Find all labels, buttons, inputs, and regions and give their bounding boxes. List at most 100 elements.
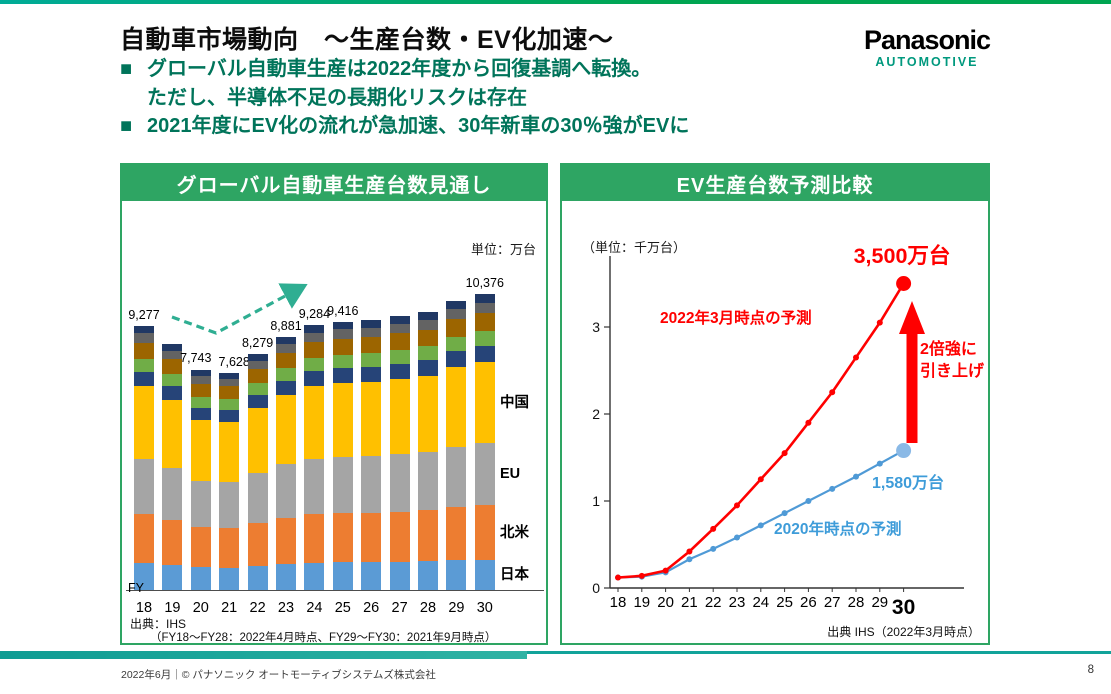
segment-eu [332,456,353,514]
segment-north-america [418,510,438,562]
segment-japan [162,564,183,590]
segment-north-america [276,517,296,564]
segment-other-1 [247,395,268,409]
segment-japan [276,563,296,590]
segment-other-3 [276,353,296,369]
segment-china [219,422,240,483]
segment-china [304,385,325,459]
segment-eu [247,473,268,523]
bar-fy27 [389,315,410,590]
segment-japan [304,562,325,590]
x-tick-label: 23 [729,594,746,611]
segment-north-america [134,514,154,563]
forecast-2020-point [757,522,764,529]
production-panel-body: 単位：万台 9,277 18 19 7,743 20 7,628 21 8,279 22 8,88… [122,201,546,644]
segment-other-2 [247,383,268,396]
bar-fy30 [474,294,495,590]
x-tick-label: 28 [419,600,437,616]
bar-fy25 [332,321,353,590]
y-tick-label: 1 [592,493,600,509]
x-tick-label: 26 [800,594,817,611]
x-tick-label: 20 [192,600,209,616]
segment-other-5 [219,372,240,379]
forecast-2022-point [662,567,669,574]
segment-eu [304,458,325,515]
x-tick-label: 27 [391,600,408,616]
page-number: 8 [1087,664,1094,676]
footer-rule-thin [0,651,1111,654]
segment-china [276,394,296,465]
forecast-2020-point [805,498,812,504]
segment-japan [247,565,268,590]
segment-north-america [389,511,410,562]
ev-forecast-panel: EV生産台数予測比較 0 1 2 3 18 19 20 21 22 23 24 25 26 27 28 29 3… [560,163,990,645]
segment-other-1 [134,371,154,387]
bar-value-label: 8,881 [270,318,302,333]
logo-wordmark: Panasonic [863,25,991,55]
segment-other-3 [247,369,268,384]
segment-other-2 [361,353,382,367]
bullet-marker [120,84,147,113]
segment-china [134,386,154,459]
segment-china [418,375,438,453]
red-peak-value-label: 3,500万台 [854,243,951,268]
forecast-2022-point [615,574,621,581]
ev-forecast-panel-body: 0 1 2 3 18 19 20 21 22 23 24 25 26 27 28 29 30 3,500万台 202… [562,201,988,643]
segment-other-4 [304,332,325,343]
panasonic-logo: Panasonic AUTOMOTIVE [863,25,991,69]
segment-other-1 [361,366,382,382]
y-tick-label: 2 [592,406,600,422]
x-tick-label: 25 [776,594,793,611]
x-tick-label: 29 [871,594,888,611]
segment-other-4 [190,375,211,384]
forecast-2020-point [876,460,883,467]
segment-other-3 [474,313,495,331]
bar-fy23 [276,336,296,590]
segment-other-2 [190,396,211,408]
x-tick-label: 27 [824,594,841,611]
x-tick-label: 25 [334,600,351,616]
segment-japan [418,561,438,590]
forecast-2022-point [757,476,764,483]
footer-rule [0,651,1111,659]
segment-other-3 [389,333,410,350]
segment-china [247,408,268,474]
bullet-line-2: ただし、半導体不足の長期化リスクは存在 [120,84,689,113]
segment-other-5 [474,294,495,303]
segment-china [474,362,495,444]
segment-other-2 [219,399,240,411]
segment-eu [219,482,240,528]
segment-other-4 [418,319,438,330]
red-line-label: 2022年3月時点の予測 [660,308,812,327]
bar-fy19 [162,343,183,590]
segment-eu [162,467,183,520]
segment-other-4 [446,309,467,320]
segment-north-america [304,514,325,563]
x-tick-label: 30 [476,600,493,616]
bullet-text: 2021年度にEV化の流れが急加速、30年新車の30％強がEVに [147,115,690,137]
segment-japan [361,562,382,590]
forecast-2022-point [734,502,740,509]
x-tick-label: 28 [848,594,865,611]
segment-japan [134,562,154,590]
segment-north-america [190,526,211,568]
x-tick-label: 18 [610,594,627,611]
segment-japan [446,560,467,590]
bar-value-label: 9,416 [327,303,359,318]
segment-eu [474,443,495,506]
bar-fy21 [219,372,240,590]
forecast-2022-point [876,319,883,326]
x-tick-label: 19 [633,594,650,611]
forecast-2020-point [734,534,740,541]
bar-fy28 [418,311,438,590]
segment-north-america [247,522,268,566]
bar-fy18 [134,325,154,590]
segment-other-2 [418,346,438,361]
blue-value-label: 1,580万台 [872,473,944,492]
bullet-line-1: ■ グローバル自動車生産は2022年度から回復基調へ転換。 [120,55,689,84]
region-label-china: 中国 [500,394,529,411]
segment-other-4 [332,329,353,339]
segment-other-4 [474,302,495,314]
segment-other-1 [418,360,438,376]
segment-other-2 [304,358,325,372]
